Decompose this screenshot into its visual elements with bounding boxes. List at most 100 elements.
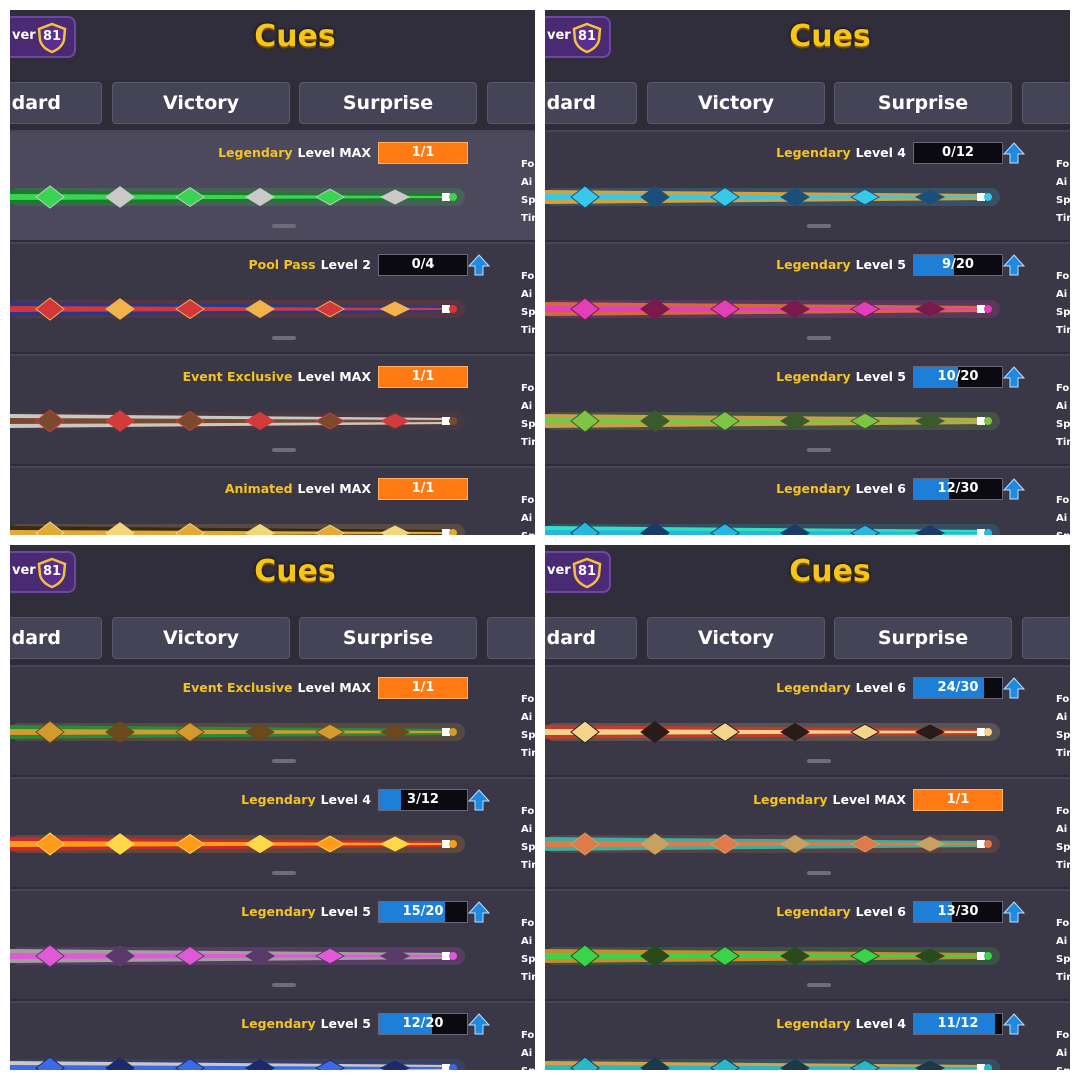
tab-surprise[interactable]: Surprise (299, 617, 477, 659)
progress-text: 3/12 (407, 792, 439, 807)
cue-stats: Fo Ai Sp Tir (1056, 156, 1070, 228)
cue-card[interactable]: Event Exclusive Level MAX 1/1 Fo Ai Sp Tir (10, 354, 535, 464)
cue-image (545, 506, 1015, 535)
cue-list: Event Exclusive Level MAX 1/1 Fo Ai Sp Tir Lege… (10, 665, 535, 1070)
stat-label: Fo (521, 271, 535, 282)
tab-next[interactable] (487, 617, 535, 659)
rarity-label: Legendary (753, 792, 828, 807)
upgrade-arrow-icon[interactable] (1003, 142, 1025, 164)
progress-fill (914, 678, 985, 698)
level-label: Level 5 (855, 257, 906, 272)
progress-text: 1/1 (411, 481, 435, 496)
stat-label: Fo (1056, 159, 1070, 170)
tab-standard[interactable]: dard (545, 617, 637, 659)
upgrade-arrow-icon[interactable] (1003, 254, 1025, 276)
stat-label: Fo (1056, 1030, 1070, 1041)
cue-card[interactable]: Legendary Level 6 24/30 Fo Ai Sp Tir (545, 665, 1070, 775)
tab-standard[interactable]: dard (545, 82, 637, 124)
cue-image (545, 929, 1015, 983)
cue-card-header: Legendary Level MAX 1/1 (10, 142, 515, 164)
upgrade-arrow-icon[interactable] (1003, 677, 1025, 699)
progress-bar: 13/30 (913, 901, 1003, 923)
cue-card-header: Legendary Level 6 12/30 (545, 478, 1050, 500)
cue-card-header: Legendary Level 5 12/20 (10, 1013, 515, 1035)
cue-card[interactable]: Pool Pass Level 2 0/4 Fo Ai Sp Tir (10, 242, 535, 352)
cue-list: Legendary Level 4 0/12 Fo Ai Sp Tir Legendary Le… (545, 130, 1070, 535)
cue-card[interactable]: Legendary Level 4 0/12 Fo Ai Sp Tir (545, 130, 1070, 240)
card-divider-handle (807, 983, 831, 987)
progress-text: 9/20 (942, 257, 974, 272)
tab-next[interactable] (1022, 617, 1070, 659)
tab-next[interactable] (1022, 82, 1070, 124)
cue-card-header: Legendary Level 5 9/20 (545, 254, 1050, 276)
tab-surprise[interactable]: Surprise (834, 82, 1012, 124)
progress-bar: 0/12 (913, 142, 1003, 164)
level-label: Level 5 (320, 1016, 371, 1031)
cue-card[interactable]: Legendary Level MAX 1/1 Fo Ai Sp Tir (10, 130, 535, 240)
cue-stats: Fo Ai Sp Tir (1056, 915, 1070, 987)
upgrade-arrow-icon[interactable] (1003, 1013, 1025, 1035)
upgrade-arrow-icon[interactable] (468, 1013, 490, 1035)
tab-victory[interactable]: Victory (112, 617, 290, 659)
progress-text: 12/20 (402, 1016, 444, 1031)
top-bar: ver 81 Cues (545, 10, 1070, 80)
profile-label: ver (547, 563, 571, 578)
stat-label: Fo (1056, 694, 1070, 705)
cue-card[interactable]: Legendary Level 5 9/20 Fo Ai Sp Tir (545, 242, 1070, 352)
tab-standard[interactable]: dard (10, 82, 102, 124)
progress-bar: 24/30 (913, 677, 1003, 699)
upgrade-arrow-icon[interactable] (468, 254, 490, 276)
profile-button[interactable]: ver 81 (545, 551, 611, 593)
stat-label: Ai (521, 936, 533, 947)
stat-label: Fo (521, 806, 535, 817)
card-divider-handle (807, 759, 831, 763)
tab-surprise[interactable]: Surprise (299, 82, 477, 124)
cue-card[interactable]: Legendary Level MAX 1/1 Fo Ai Sp Tir (545, 777, 1070, 887)
tab-victory[interactable]: Victory (647, 82, 825, 124)
upgrade-arrow-icon[interactable] (1003, 901, 1025, 923)
stat-label: Tir (1056, 972, 1070, 983)
upgrade-arrow-icon[interactable] (468, 901, 490, 923)
level-label: Level MAX (297, 145, 371, 160)
profile-button[interactable]: ver 81 (10, 16, 76, 58)
stat-label: Ai (521, 177, 533, 188)
level-label: Level 4 (855, 145, 906, 160)
page-title: Cues (254, 19, 336, 54)
level-label: Level 6 (855, 481, 906, 496)
cue-card[interactable]: Event Exclusive Level MAX 1/1 Fo Ai Sp Tir (10, 665, 535, 775)
cue-card-header: Legendary Level 6 24/30 (545, 677, 1050, 699)
cue-card[interactable]: Legendary Level 6 13/30 Fo Ai Sp Tir (545, 889, 1070, 999)
cue-card-header: Legendary Level 4 3/12 (10, 789, 515, 811)
upgrade-arrow-icon[interactable] (1003, 478, 1025, 500)
tab-victory[interactable]: Victory (112, 82, 290, 124)
progress-bar: 15/20 (378, 901, 468, 923)
cue-card-header: Legendary Level 5 10/20 (545, 366, 1050, 388)
stat-label: Sp (521, 842, 535, 853)
progress-text: 1/1 (411, 680, 435, 695)
leaf-cue-icon (545, 944, 1000, 968)
level-label: Level 4 (855, 1016, 906, 1031)
card-divider-handle (272, 871, 296, 875)
cue-image (545, 282, 1015, 336)
tab-victory[interactable]: Victory (647, 617, 825, 659)
upgrade-arrow-icon[interactable] (468, 789, 490, 811)
stat-label: Tir (521, 860, 535, 871)
tab-next[interactable] (487, 82, 535, 124)
card-divider-handle (272, 448, 296, 452)
cue-stats: Fo Ai Sp Tir (521, 380, 535, 452)
tab-standard[interactable]: dard (10, 617, 102, 659)
tab-surprise[interactable]: Surprise (834, 617, 1012, 659)
profile-button[interactable]: ver 81 (545, 16, 611, 58)
upgrade-arrow-icon[interactable] (1003, 366, 1025, 388)
cue-card[interactable]: Legendary Level 5 10/20 Fo Ai Sp Tir (545, 354, 1070, 464)
cue-card[interactable]: Legendary Level 5 15/20 Fo Ai Sp Tir (10, 889, 535, 999)
profile-button[interactable]: ver 81 (10, 551, 76, 593)
progress-bar: 12/30 (913, 478, 1003, 500)
cue-card[interactable]: Legendary Level 4 3/12 Fo Ai Sp Tir (10, 777, 535, 887)
gold-cue-icon (10, 521, 465, 535)
page-title: Cues (789, 19, 871, 54)
